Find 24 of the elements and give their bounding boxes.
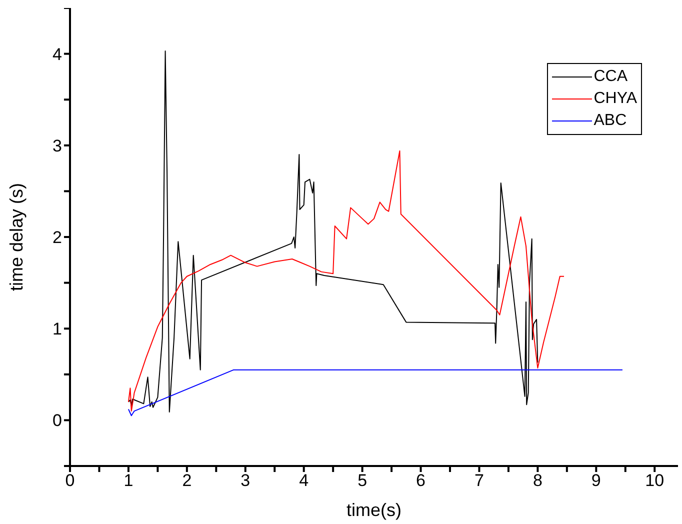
line-series [128,50,538,412]
x-tick-label: 9 [591,471,601,490]
x-tick-label: 1 [124,471,134,490]
legend-label: CCA [594,68,628,86]
legend-label: CHYA [594,90,637,108]
line-series [128,369,623,416]
x-tick-label: 10 [645,471,664,490]
x-tick-label: 4 [299,471,309,490]
x-tick-label: 3 [240,471,250,490]
legend-label: ABC [594,112,627,130]
x-tick-label: 2 [182,471,192,490]
x-tick-label: 5 [358,471,368,490]
x-tick-label: 7 [474,471,484,490]
y-tick-label: 4 [52,44,62,64]
x-tick-label: 0 [65,471,75,490]
y-tick-label: 0 [52,411,62,430]
x-axis-title: time(s) [346,500,402,520]
y-tick-label: 3 [52,136,62,156]
x-tick-label: 6 [416,471,426,490]
y-axis-title: time delay (s) [6,182,26,292]
line-series [128,150,564,412]
y-tick-label: 2 [52,228,62,248]
x-tick-label: 8 [532,471,542,490]
y-tick-label: 1 [52,320,62,339]
